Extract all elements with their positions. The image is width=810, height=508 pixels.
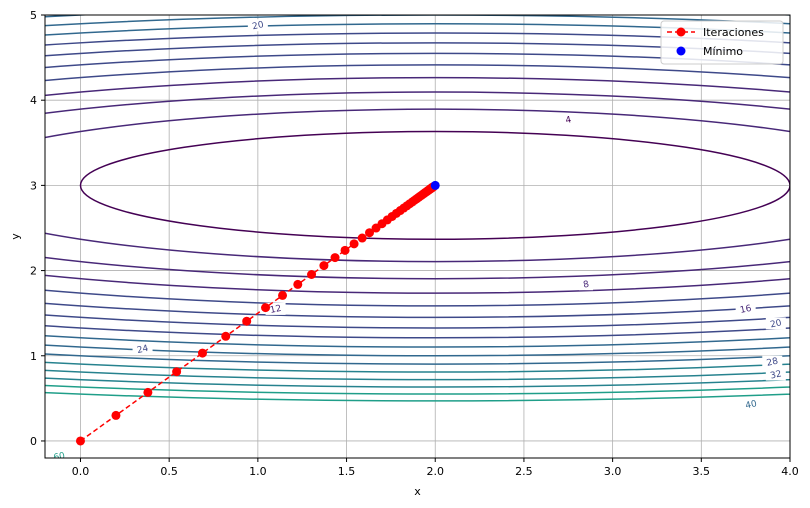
iteraciones-point	[261, 303, 271, 313]
contour-line-16	[45, 76, 790, 294]
minimo-point	[430, 180, 440, 190]
contour-label-bg	[561, 113, 576, 126]
iteraciones-point	[307, 269, 317, 279]
y-tick-label: 1	[30, 350, 37, 363]
contour-label: 20	[251, 20, 265, 32]
y-tick-label: 0	[30, 435, 37, 448]
contour-label-bg	[765, 368, 786, 381]
x-tick-label: 1.5	[338, 465, 356, 478]
legend-minimo-marker	[676, 46, 686, 56]
contour-label: 16	[739, 304, 753, 316]
contour-lines	[45, 15, 790, 402]
y-tick-label: 2	[30, 265, 37, 278]
y-axis-label: y	[9, 233, 22, 240]
legend-iteraciones-label: Iteraciones	[703, 26, 764, 39]
contour-line-48	[45, 361, 790, 373]
iteraciones-point	[319, 261, 329, 271]
x-tick-label: 0.0	[72, 465, 90, 478]
x-tick-label: 2.5	[515, 465, 533, 478]
y-tick-label: 5	[30, 9, 37, 22]
contour-line-24	[45, 52, 790, 319]
x-tick-label: 0.5	[160, 465, 178, 478]
x-tick-label: 3.0	[604, 465, 622, 478]
iteraciones-point	[143, 387, 153, 397]
x-axis-label: x	[414, 485, 421, 498]
contour-label: 4	[565, 115, 573, 126]
legend: Iteraciones Mínimo	[660, 20, 784, 65]
contour-line-56	[45, 377, 790, 388]
plot-frame	[44, 14, 791, 459]
y-tick-label: 3	[30, 179, 37, 192]
contour-label-bg	[265, 302, 286, 315]
series-layer	[75, 180, 440, 446]
contour-label-bg	[132, 342, 153, 355]
contour-label-bg	[49, 450, 70, 458]
legend-iteraciones-marker	[676, 27, 686, 37]
contour-label: 20	[769, 318, 783, 330]
iteraciones-point	[221, 331, 231, 341]
iteraciones-point	[357, 233, 367, 243]
iteraciones-point	[278, 290, 288, 300]
contour-line-28	[45, 42, 790, 329]
contour-label-bg	[765, 317, 786, 330]
iteraciones-point	[293, 279, 303, 289]
iteraciones-point	[197, 348, 207, 358]
contour-line-12	[45, 91, 790, 280]
contour-line-44	[45, 15, 790, 365]
contour-label: 32	[769, 369, 782, 381]
iteraciones-point	[172, 367, 182, 377]
iteraciones-point	[365, 228, 374, 238]
y-tick-label: 4	[30, 94, 37, 107]
iteraciones-point	[330, 253, 340, 263]
contour-label: 8	[582, 280, 590, 291]
contour-line-36	[45, 23, 790, 348]
iteraciones-point	[75, 436, 85, 446]
contour-label-bg	[762, 355, 783, 368]
legend-minimo-label: Mínimo	[703, 45, 743, 58]
contour-label: 12	[269, 304, 282, 316]
contour-label: 40	[745, 399, 759, 411]
iteraciones-point	[340, 245, 350, 255]
contour-label: 60	[53, 451, 67, 463]
contour-line-40	[45, 15, 790, 357]
x-tick-label: 1.0	[249, 465, 267, 478]
contour-line-4	[79, 130, 790, 240]
contour-label-bg	[579, 278, 594, 291]
contour-label-bg	[247, 19, 268, 32]
contour-label-bg	[735, 302, 756, 315]
contour-label: 28	[766, 357, 780, 369]
contour-label: 24	[136, 344, 150, 356]
contour-line-64	[45, 391, 790, 402]
x-tick-label: 2.0	[426, 465, 444, 478]
iteraciones-point	[349, 239, 359, 249]
contour-line-20	[45, 64, 790, 307]
iteraciones-point	[111, 410, 121, 420]
contour-line-52	[45, 369, 790, 381]
contour-line-60	[45, 384, 790, 395]
x-tick-label: 4.0	[781, 465, 799, 478]
iteraciones-point	[242, 316, 252, 326]
contour-label-bg	[740, 398, 761, 411]
contour-line-8	[45, 108, 790, 263]
contour-line-32	[45, 32, 790, 339]
x-tick-label: 3.5	[693, 465, 711, 478]
